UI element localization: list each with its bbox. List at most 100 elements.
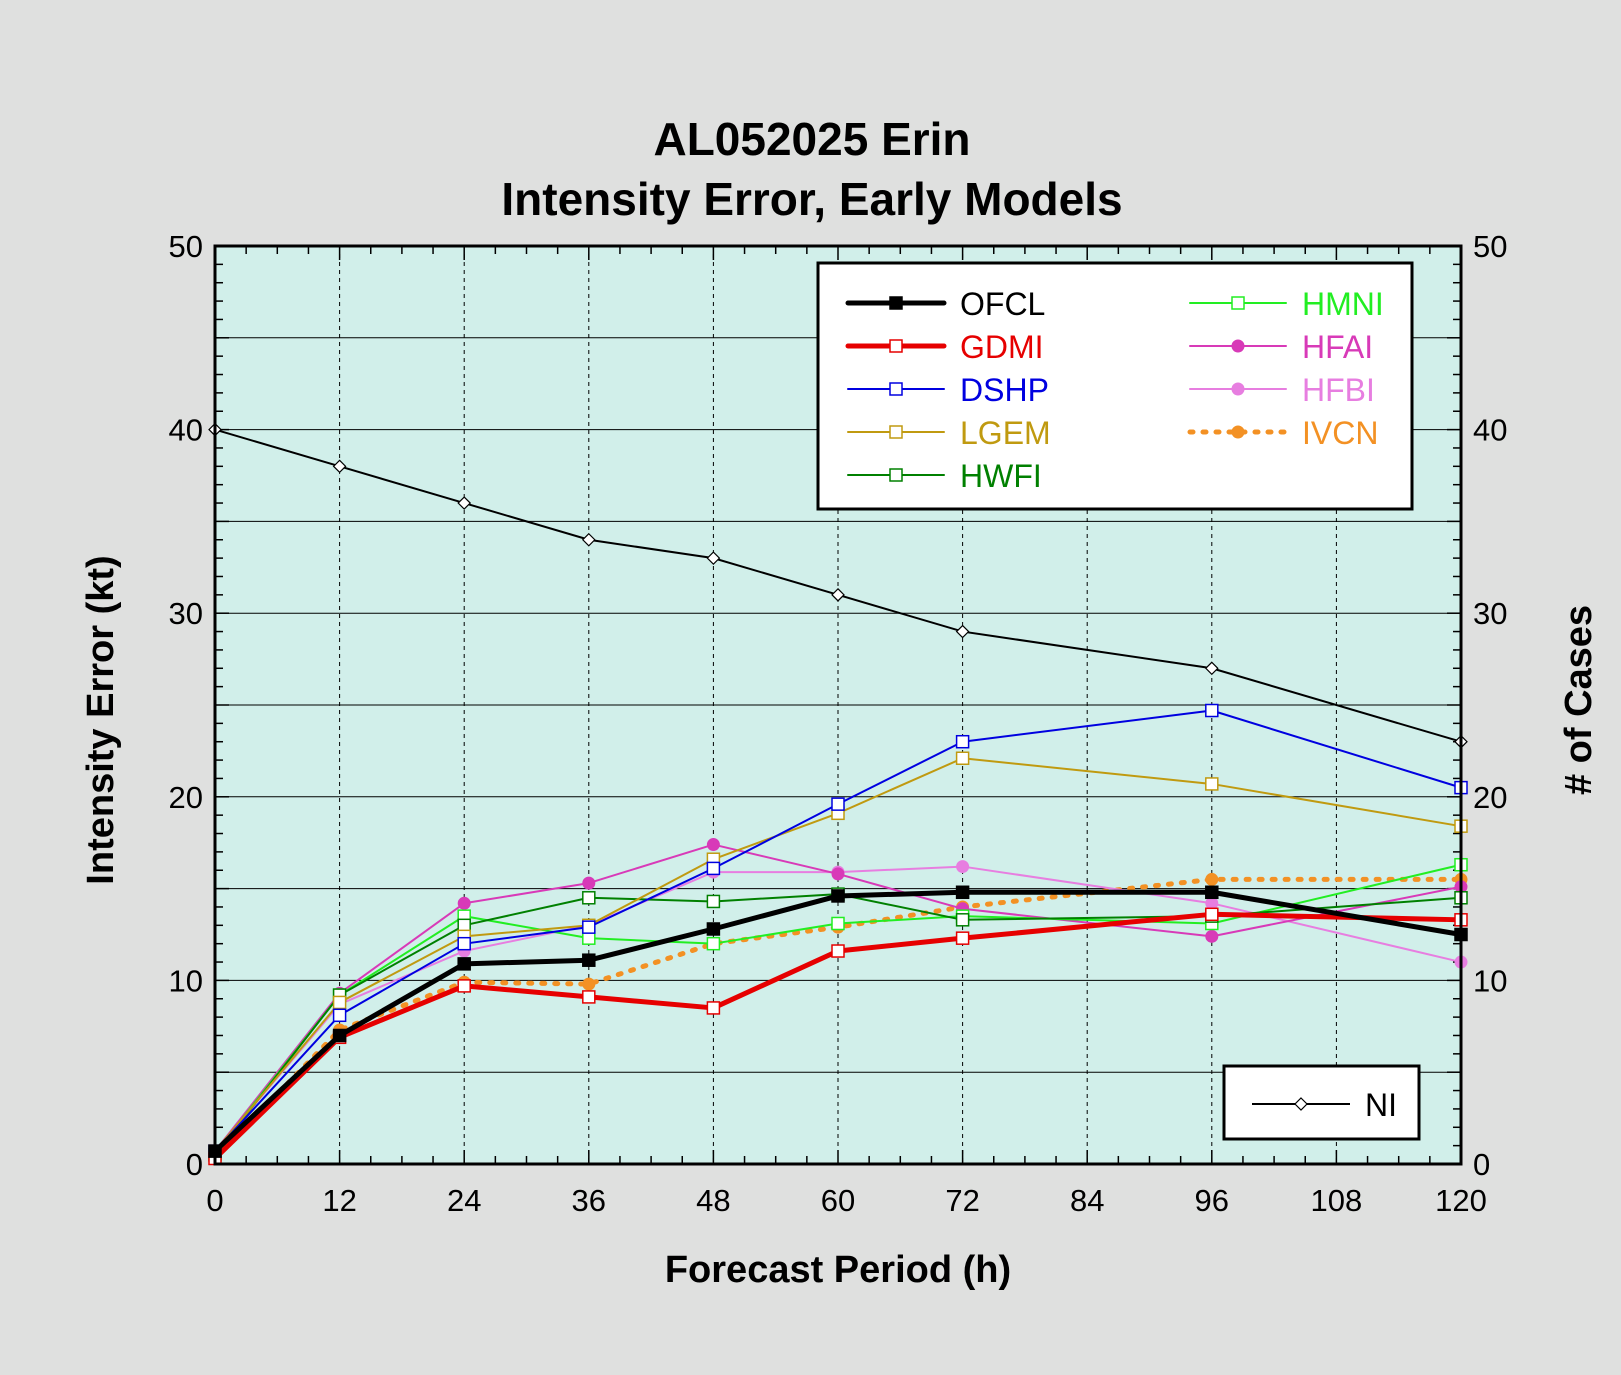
x-tick-label: 0 <box>206 1183 223 1218</box>
x-tick-label: 84 <box>1070 1183 1104 1218</box>
data-point <box>706 894 721 909</box>
data-point <box>1205 896 1219 910</box>
data-point <box>955 931 970 945</box>
data-point <box>332 995 347 1010</box>
data-point <box>582 953 596 967</box>
y-tick-label: 0 <box>186 1147 203 1182</box>
data-point <box>956 860 970 874</box>
data-point <box>706 838 720 852</box>
data-point <box>1205 929 1219 943</box>
cases-marker <box>1204 661 1219 676</box>
data-point <box>582 977 596 991</box>
legend-marker <box>889 468 903 482</box>
cases-marker <box>955 624 970 639</box>
cases-legend: NI <box>1222 1064 1421 1141</box>
data-point <box>1205 872 1219 886</box>
data-point <box>1205 703 1219 718</box>
legend-label: HFAI <box>1302 329 1373 365</box>
legend-marker <box>1231 382 1245 396</box>
chart-subtitle: Intensity Error, Early Models <box>501 173 1122 225</box>
legend-marker <box>1231 339 1245 353</box>
y2-tick-label: 40 <box>1473 413 1507 448</box>
legend-label: OFCL <box>960 286 1045 322</box>
y2-tick-label: 30 <box>1473 596 1507 631</box>
cases-marker <box>831 587 845 602</box>
y-tick-label: 50 <box>169 229 203 264</box>
data-point <box>955 734 970 749</box>
x-tick-label: 96 <box>1195 1183 1229 1218</box>
data-point <box>582 990 596 1004</box>
legend-marker <box>889 382 903 396</box>
y-axis-label: Intensity Error (kt) <box>80 555 122 884</box>
y2-tick-label: 10 <box>1473 963 1507 998</box>
data-point <box>1205 885 1219 900</box>
data-point <box>831 797 845 811</box>
data-point <box>582 920 596 934</box>
data-point <box>582 876 596 890</box>
legend-label: HMNI <box>1302 286 1384 322</box>
data-point <box>831 889 845 903</box>
data-point <box>457 957 471 971</box>
y-tick-label: 30 <box>169 596 203 631</box>
series-dshp <box>208 703 1468 1158</box>
x-tick-label: 120 <box>1435 1183 1487 1218</box>
cases-legend-marker <box>1294 1097 1308 1111</box>
cases-marker <box>706 551 721 565</box>
legend-marker <box>889 425 903 439</box>
cases-marker <box>581 532 596 547</box>
legend-label: DSHP <box>960 372 1049 408</box>
data-point <box>1205 907 1219 922</box>
data-point <box>332 1008 347 1023</box>
cases-marker <box>457 496 472 510</box>
y-tick-labels: 0 10 20 30 40 50 <box>169 229 203 1182</box>
x-tick-label: 24 <box>447 1183 481 1218</box>
x-tick-label: 60 <box>821 1183 855 1218</box>
data-point <box>706 1001 721 1015</box>
x-tick-labels: 0 12 24 36 48 60 72 84 96 108 120 <box>206 1183 1486 1218</box>
cases-legend-box <box>1222 1064 1421 1141</box>
data-point <box>955 913 970 927</box>
y-tick-label: 20 <box>169 780 203 815</box>
legend-label: HWFI <box>960 458 1042 494</box>
plot-frame <box>213 244 1463 1166</box>
y-tick-label: 40 <box>169 413 203 448</box>
data-point <box>706 922 721 936</box>
data-point <box>955 751 970 765</box>
data-point <box>457 979 471 993</box>
legend-label: HFBI <box>1302 372 1375 408</box>
legend-label: LGEM <box>960 415 1051 451</box>
data-point <box>582 891 596 905</box>
data-point <box>831 867 845 881</box>
legend-marker <box>1231 296 1245 310</box>
y2-tick-label: 0 <box>1473 1147 1490 1182</box>
cases-marker <box>332 459 347 474</box>
chart-title: AL052025 Erin <box>653 113 970 165</box>
data-point <box>332 1028 347 1043</box>
legend: OFCL GDMI DSHP LGEM HWFI HMNI HFAI HFBI IVCN <box>816 261 1414 511</box>
y2-tick-label: 20 <box>1473 780 1507 815</box>
data-point <box>831 944 845 958</box>
x-tick-label: 108 <box>1311 1183 1363 1218</box>
y2-tick-label: 50 <box>1473 229 1507 264</box>
legend-marker <box>889 339 903 353</box>
data-point <box>582 931 596 945</box>
x-axis-label: Forecast Period (h) <box>665 1249 1011 1291</box>
data-point <box>457 936 471 951</box>
y2-tick-labels: 0 10 20 30 40 50 <box>1473 229 1507 1182</box>
x-tick-label: 72 <box>945 1183 979 1218</box>
x-tick-label: 36 <box>572 1183 606 1218</box>
data-point <box>1205 777 1219 791</box>
legend-marker <box>889 296 903 310</box>
x-tick-label: 12 <box>322 1183 356 1218</box>
y2-axis-label: # of Cases <box>1558 605 1600 795</box>
cases-legend-label: NI <box>1365 1087 1397 1123</box>
data-point <box>706 861 721 876</box>
data-point <box>706 936 721 951</box>
legend-label: GDMI <box>960 329 1044 365</box>
legend-label: IVCN <box>1302 415 1378 451</box>
legend-marker <box>1231 425 1245 439</box>
data-point <box>955 885 970 900</box>
series-gdmi <box>208 907 1468 1166</box>
data-point <box>831 916 845 931</box>
